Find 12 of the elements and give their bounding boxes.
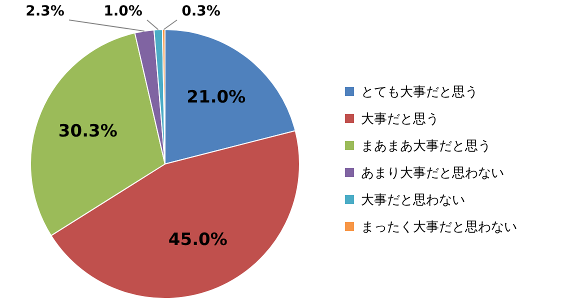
data-label: 21.0% — [186, 88, 246, 108]
legend-label: あまり大事だと思わない — [361, 164, 504, 182]
legend-label: まったく大事だと思わない — [361, 218, 517, 236]
data-label: 0.3% — [182, 4, 220, 20]
legend-label: まあまあ大事だと思う — [361, 138, 491, 154]
legend-label: 大事だと思わない — [361, 192, 465, 208]
data-label: 1.0% — [104, 4, 142, 20]
data-label: 45.0% — [168, 230, 228, 250]
legend-label: とても大事だと思う — [361, 84, 478, 100]
data-label: 30.3% — [58, 122, 118, 142]
legend-label: 大事だと思う — [361, 110, 439, 128]
data-label: 2.3% — [26, 4, 64, 20]
